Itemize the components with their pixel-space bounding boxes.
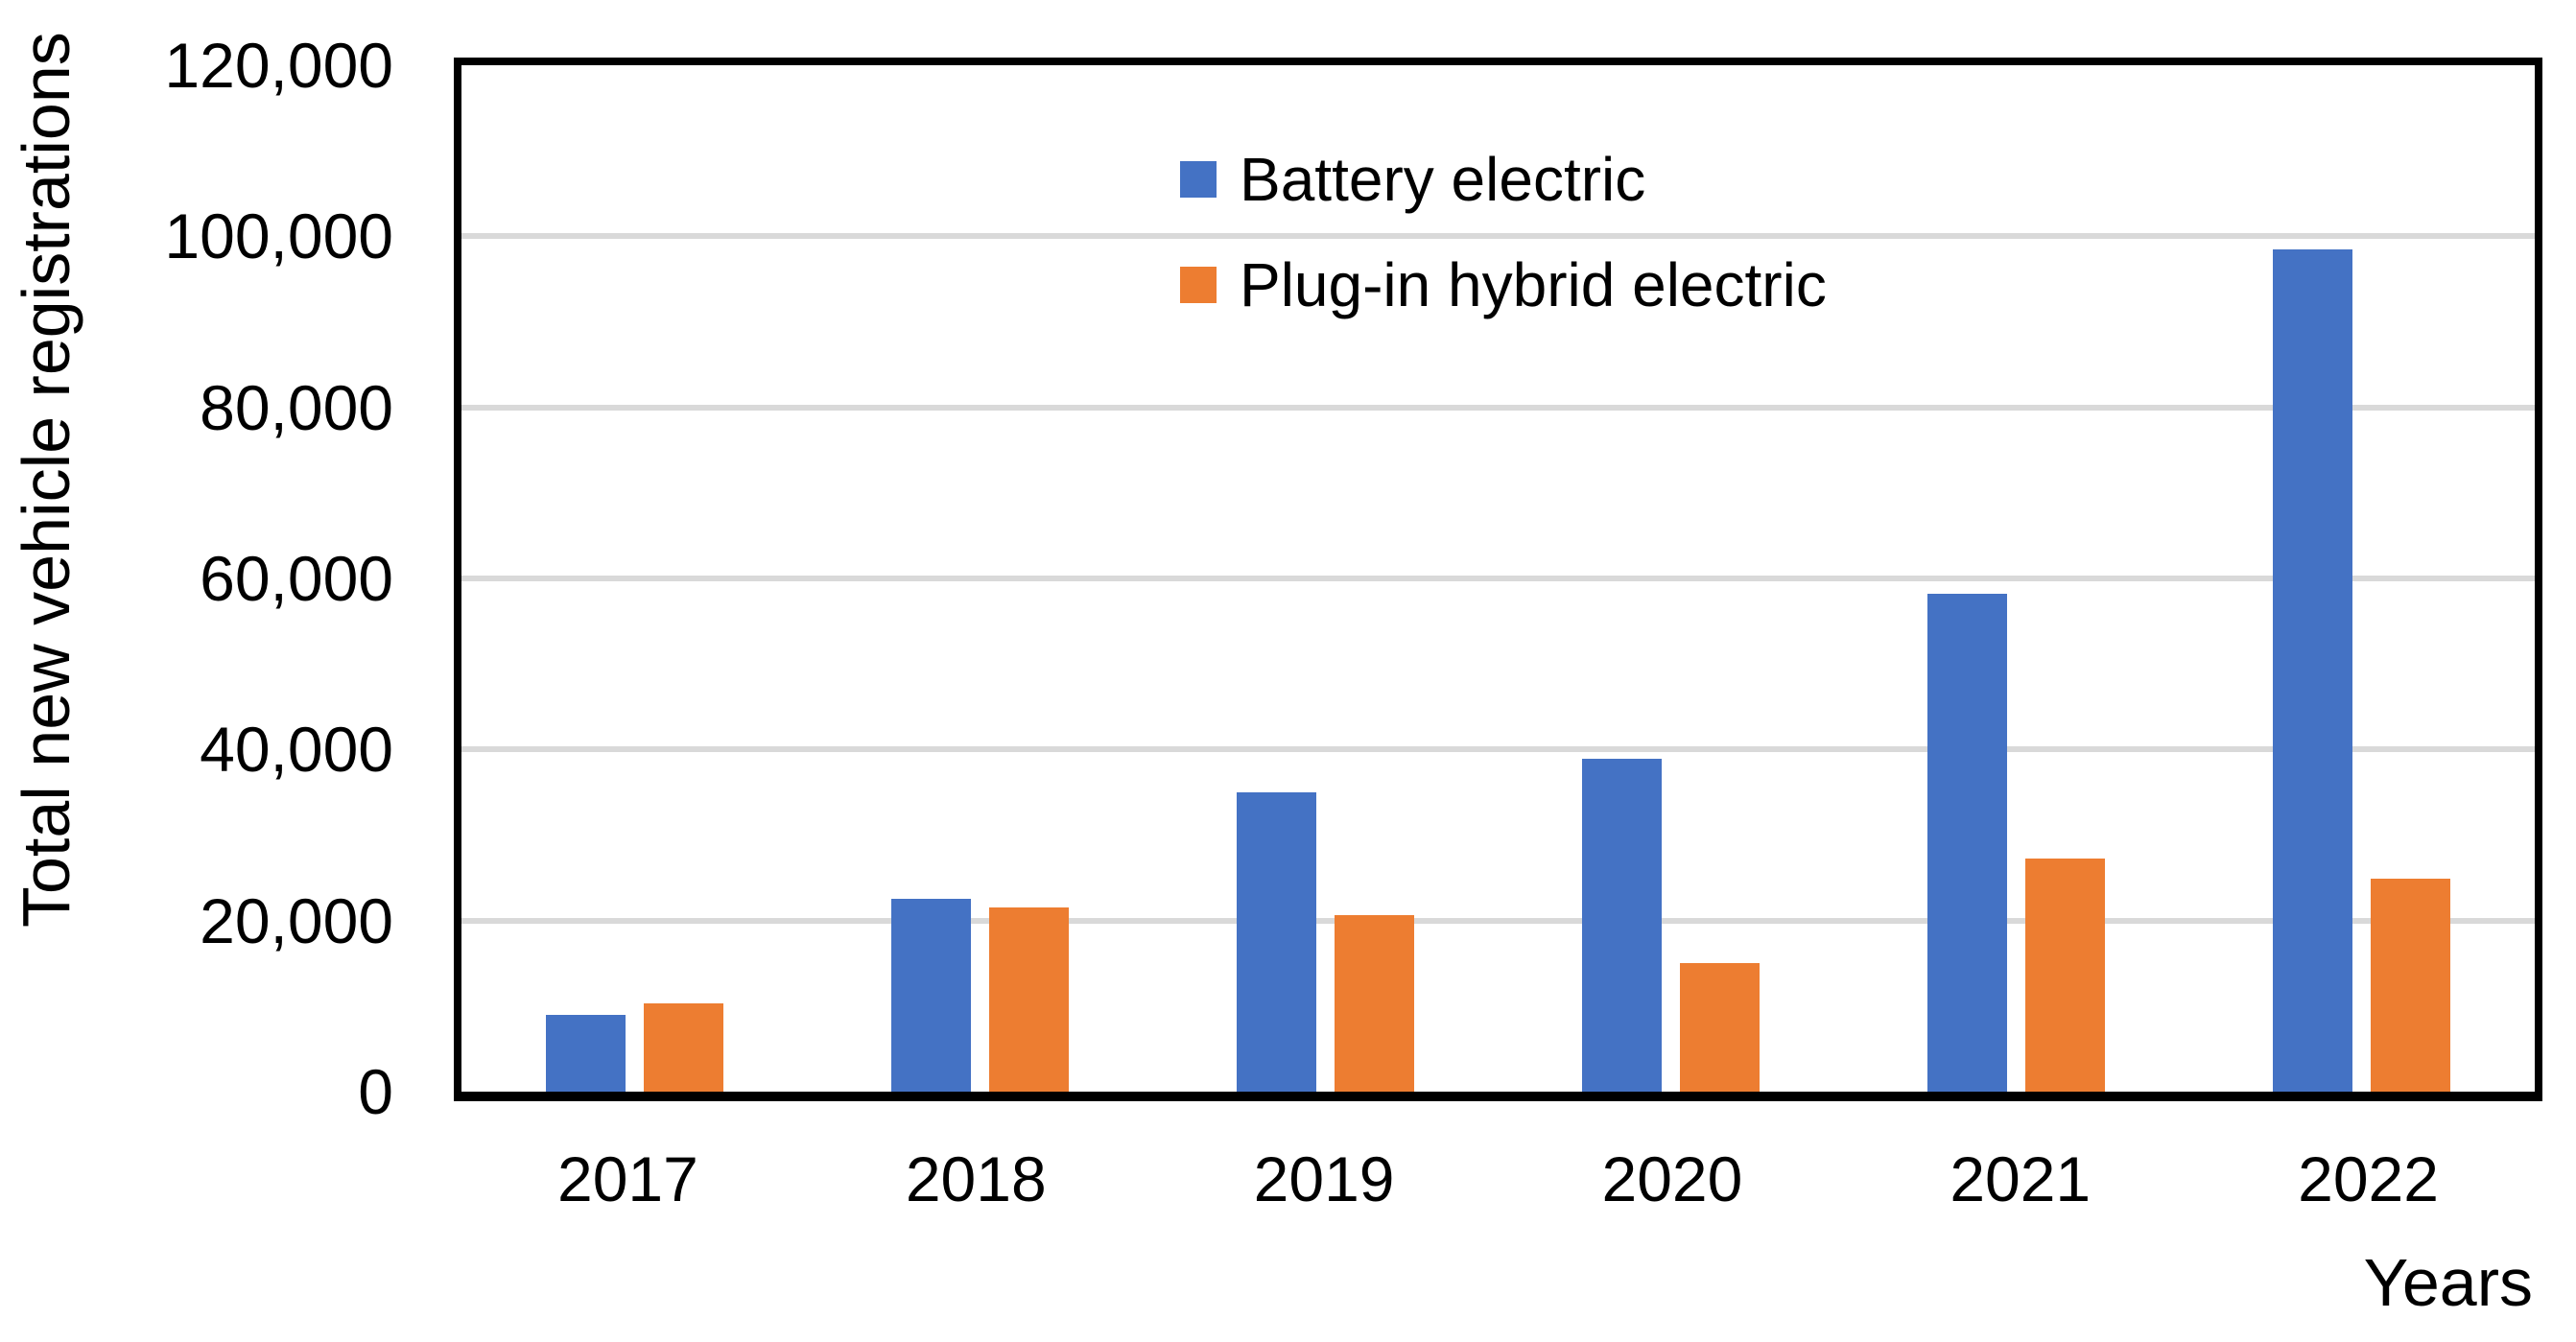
legend-entry-battery-electric: Battery electric — [1180, 146, 1827, 213]
x-tick-label-2018: 2018 — [905, 1143, 1047, 1214]
y-tick-label-80000: 80,000 — [200, 371, 393, 443]
bar-group-2022 — [2189, 65, 2535, 1092]
x-axis-tick-labels: 2017 2018 2019 2020 2021 2022 — [454, 1147, 2542, 1211]
bar-battery-electric-2022 — [2273, 248, 2353, 1092]
bar-battery-electric-2018 — [890, 899, 971, 1092]
gridline-20000 — [461, 917, 2535, 924]
y-tick-label-0: 0 — [358, 1056, 393, 1127]
bar-group-2020 — [1499, 65, 1844, 1092]
legend-marker-plug-in-hybrid-electric — [1180, 267, 1217, 303]
bar-plug-in-hybrid-electric-2022 — [2371, 878, 2451, 1092]
legend-label-plug-in-hybrid-electric: Plug-in hybrid electric — [1240, 250, 1827, 319]
legend-marker-battery-electric — [1180, 161, 1217, 198]
y-tick-label-40000: 40,000 — [200, 714, 393, 786]
legend: Battery electric Plug-in hybrid electric — [1180, 146, 1827, 318]
bar-plug-in-hybrid-electric-2021 — [2025, 858, 2106, 1092]
legend-entry-plug-in-hybrid-electric: Plug-in hybrid electric — [1180, 251, 1827, 318]
x-tick-label-2022: 2022 — [2298, 1143, 2439, 1214]
bar-battery-electric-2019 — [1236, 791, 1316, 1092]
bar-group-2018 — [807, 65, 1152, 1092]
bar-battery-electric-2021 — [1927, 594, 2008, 1092]
y-tick-label-120000: 120,000 — [164, 30, 393, 101]
bar-plug-in-hybrid-electric-2019 — [1334, 915, 1414, 1092]
bar-battery-electric-2020 — [1582, 759, 1663, 1092]
y-tick-label-20000: 20,000 — [200, 884, 393, 956]
gridline-80000 — [461, 404, 2535, 411]
y-axis-tick-labels: 0 20,000 40,000 60,000 80,000 100,000 120,000 — [0, 34, 393, 1123]
bar-plug-in-hybrid-electric-2020 — [1680, 963, 1761, 1092]
bar-group-2017 — [461, 65, 807, 1092]
x-tick-label-2020: 2020 — [1601, 1143, 1743, 1214]
bar-group-2019 — [1152, 65, 1498, 1092]
gridline-60000 — [461, 576, 2535, 581]
x-tick-label-2021: 2021 — [1950, 1143, 2092, 1214]
bar-plug-in-hybrid-electric-2018 — [988, 907, 1069, 1092]
plot-area: Battery electric Plug-in hybrid electric — [454, 58, 2542, 1101]
legend-label-battery-electric: Battery electric — [1240, 145, 1646, 214]
bar-battery-electric-2017 — [545, 1014, 626, 1092]
bar-group-2021 — [1844, 65, 2189, 1092]
x-tick-label-2017: 2017 — [557, 1143, 698, 1214]
y-tick-label-60000: 60,000 — [200, 543, 393, 614]
bar-groups — [461, 65, 2535, 1092]
gridline-100000 — [461, 233, 2535, 240]
gridline-40000 — [461, 746, 2535, 753]
x-tick-label-2019: 2019 — [1253, 1143, 1395, 1214]
x-axis-title: Years — [2363, 1245, 2533, 1320]
y-tick-label-100000: 100,000 — [164, 200, 393, 272]
bar-plug-in-hybrid-electric-2017 — [643, 1003, 723, 1092]
